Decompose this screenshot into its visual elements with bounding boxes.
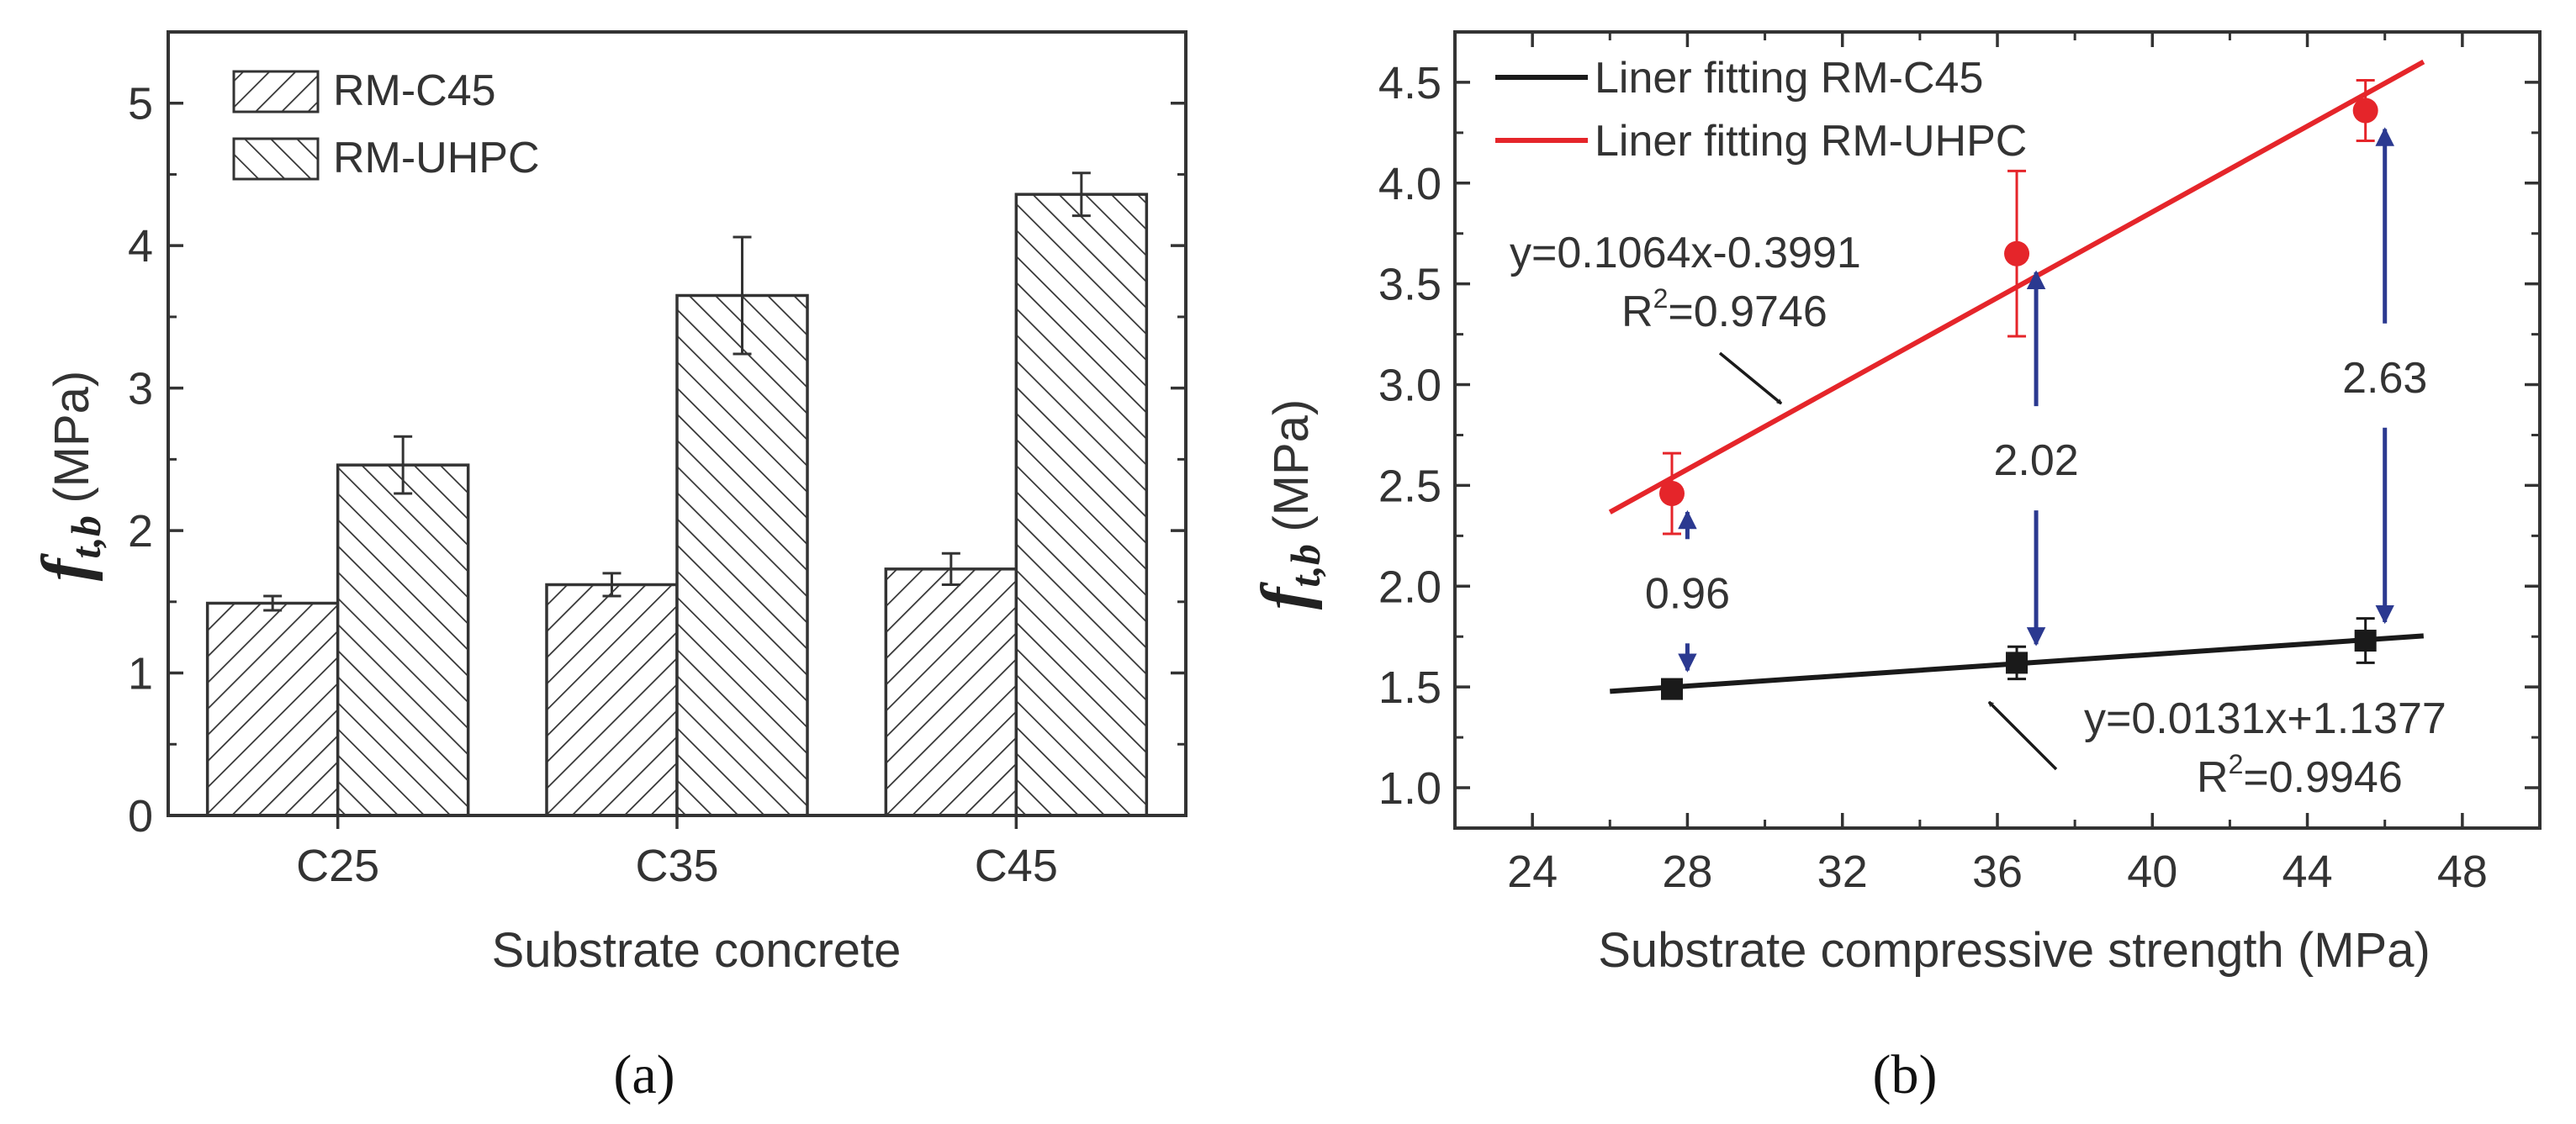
difference-label: 0.96 (1645, 569, 1730, 618)
panel-label-a: (a) (613, 1044, 674, 1106)
y-tick-label: 4.0 (1378, 159, 1441, 209)
legend-swatch-rm-uhpc (232, 137, 320, 181)
point-rm-c45 (2006, 652, 2029, 674)
bar-rm-uhpc-c35 (675, 293, 809, 817)
y-tick-label: 3.0 (1378, 361, 1441, 411)
bar-group (205, 193, 1149, 817)
y-axis-subscript: t,b (1282, 544, 1329, 587)
annotation-arrow-uhpc (1718, 351, 1781, 405)
x-axis-label: Substrate compressive strength (MPa) (1598, 923, 2431, 978)
y-tick-label: 3.5 (1378, 260, 1441, 310)
panel-label-b: (b) (1873, 1044, 1938, 1106)
axis-ticks: C25 C35 C45 0 1 2 3 4 5 (128, 79, 1186, 891)
bar-rm-c45-c25 (205, 601, 340, 817)
x-tick-label: 48 (2437, 847, 2488, 897)
point-rm-uhpc (1659, 481, 1685, 507)
legend: Liner fitting RM-C45 Liner fitting RM-UH… (1495, 54, 2027, 166)
bar-rm-c45-c35 (545, 583, 679, 817)
x-tick-label: 24 (1507, 847, 1558, 897)
legend-label-rm-uhpc: RM-UHPC (333, 134, 540, 182)
legend: RM-C45 RM-UHPC (232, 66, 540, 182)
y-tick-label: 1 (128, 649, 153, 699)
y-tick-label: 0 (128, 791, 153, 842)
svg-text:ft,b (MPa): ft,b (MPa) (1249, 399, 1329, 609)
y-tick-label: 3 (128, 364, 153, 414)
y-tick-label: 2.5 (1378, 461, 1441, 511)
legend-swatch-rm-c45 (232, 70, 320, 113)
r2-uhpc: R2=0.9746 (1621, 283, 1828, 336)
difference-label: 2.02 (1993, 436, 2078, 485)
scatter-chart-panel-b: 24 28 32 36 40 44 48 1.0 1.5 2.0 2.5 3.0 3.5 4.0 4.5 0… (1249, 30, 2542, 1106)
y-axis-unit: (MPa) (45, 371, 99, 504)
equation-c45: y=0.0131x+1.1377 (2084, 694, 2446, 743)
legend-label-fit-uhpc: Liner fitting RM-UHPC (1595, 117, 2027, 166)
x-tick-label: 32 (1817, 847, 1868, 897)
bar-chart-panel-a: C25 C35 C45 0 1 2 3 4 5 RM-C45 RM-UHPC ft,b (MPa… (29, 30, 1187, 1106)
axis-ticks: 24 28 32 36 40 44 48 1.0 1.5 2.0 2.5 3.0 3.5 4.0 4.5 (1378, 32, 2540, 897)
y-axis-subscript: t,b (62, 515, 109, 558)
point-rm-c45 (1661, 678, 1683, 700)
x-tick-label: 40 (2127, 847, 2177, 897)
x-tick-label: 44 (2282, 847, 2333, 897)
y-tick-label: 1.5 (1378, 662, 1441, 713)
y-tick-label: 4.5 (1378, 58, 1441, 108)
bar-rm-c45-c45 (884, 567, 1018, 817)
x-tick-label: 36 (1972, 847, 2023, 897)
legend-label-rm-c45: RM-C45 (333, 66, 496, 115)
x-tick-label: C45 (975, 841, 1058, 891)
bar-rm-uhpc-c45 (1014, 193, 1149, 817)
y-axis-label: ft,b (MPa) (29, 371, 109, 581)
difference-label: 2.63 (2342, 354, 2427, 403)
y-tick-label: 5 (128, 79, 153, 129)
r2-c45: R2=0.9946 (2197, 749, 2403, 802)
x-tick-label: C35 (635, 841, 718, 891)
legend-label-fit-c45: Liner fitting RM-C45 (1595, 54, 1983, 103)
y-tick-label: 2 (128, 506, 153, 557)
equation-uhpc: y=0.1064x-0.3991 (1510, 229, 1861, 277)
svg-text:ft,b (MPa): ft,b (MPa) (29, 371, 109, 581)
data-points (1659, 79, 2378, 700)
y-axis-unit: (MPa) (1264, 399, 1319, 532)
difference-arrows: 0.96 2.02 2.63 (1645, 127, 2427, 673)
y-axis-label: ft,b (MPa) (1249, 399, 1329, 609)
annotation-arrow-c45 (1987, 700, 2058, 771)
point-rm-c45 (2354, 630, 2377, 652)
error-bar-group (263, 172, 1091, 612)
point-rm-uhpc (2004, 240, 2030, 266)
y-tick-label: 1.0 (1378, 763, 1441, 814)
point-rm-uhpc (2352, 98, 2378, 124)
x-tick-label: 28 (1662, 847, 1712, 897)
y-tick-label: 2.0 (1378, 562, 1441, 612)
x-axis-label: Substrate concrete (492, 923, 902, 978)
bar-rm-uhpc-c25 (336, 463, 470, 817)
y-tick-label: 4 (128, 221, 153, 272)
x-tick-label: C25 (296, 841, 379, 891)
